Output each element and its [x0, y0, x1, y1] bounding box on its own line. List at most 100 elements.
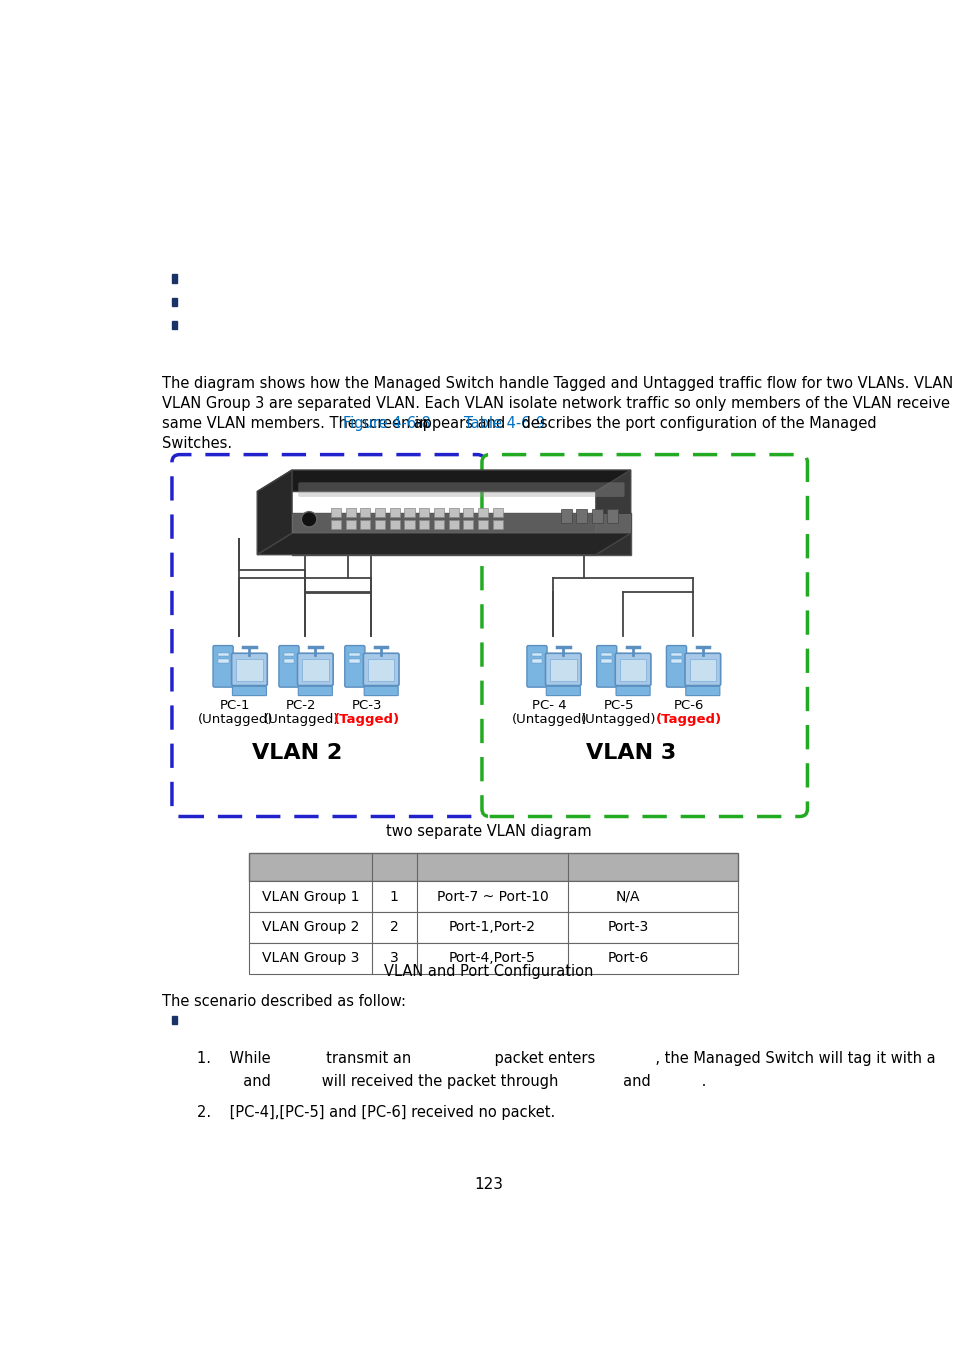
Circle shape	[301, 512, 316, 526]
Bar	[576, 509, 587, 524]
Bar	[531, 653, 542, 656]
Bar	[550, 659, 576, 680]
Text: The scenario described as follow:: The scenario described as follow:	[162, 994, 405, 1008]
FancyBboxPatch shape	[615, 653, 650, 686]
Bar	[670, 659, 681, 663]
Text: Port-4,Port-5: Port-4,Port-5	[449, 952, 536, 965]
Bar	[531, 659, 542, 663]
Bar	[345, 508, 355, 517]
Text: VLAN Group 3 are separated VLAN. Each VLAN isolate network traffic so only membe: VLAN Group 3 are separated VLAN. Each VL…	[162, 396, 953, 412]
Text: same VLAN members. The screen in: same VLAN members. The screen in	[162, 416, 433, 431]
FancyBboxPatch shape	[526, 645, 546, 687]
Text: VLAN 2: VLAN 2	[253, 744, 342, 763]
FancyBboxPatch shape	[297, 653, 333, 686]
Bar	[375, 520, 385, 529]
Bar	[434, 520, 443, 529]
Bar	[418, 508, 429, 517]
Bar	[292, 514, 630, 533]
Text: PC-2: PC-2	[286, 699, 316, 713]
Text: PC-1: PC-1	[220, 699, 251, 713]
Text: (Untagged): (Untagged)	[511, 713, 586, 726]
FancyBboxPatch shape	[481, 455, 806, 817]
Bar	[283, 653, 294, 656]
Text: Port-6: Port-6	[607, 952, 648, 965]
Text: and           will received the packet through              and           .: and will received the packet through and…	[196, 1075, 705, 1089]
Text: PC-5: PC-5	[603, 699, 634, 713]
Bar	[404, 508, 415, 517]
FancyBboxPatch shape	[363, 653, 398, 686]
Text: Port-7 ~ Port-10: Port-7 ~ Port-10	[436, 890, 548, 903]
Text: N/A: N/A	[615, 890, 639, 903]
Bar	[448, 520, 458, 529]
Bar	[360, 508, 370, 517]
Bar	[434, 508, 443, 517]
Bar	[689, 659, 716, 680]
Bar	[217, 653, 229, 656]
Bar	[619, 659, 645, 680]
Bar	[375, 508, 385, 517]
FancyBboxPatch shape	[616, 686, 649, 695]
FancyBboxPatch shape	[344, 645, 365, 687]
Bar	[292, 513, 630, 555]
Bar	[236, 659, 262, 680]
Text: VLAN Group 2: VLAN Group 2	[262, 921, 359, 934]
Text: (Untagged): (Untagged)	[197, 713, 273, 726]
Bar	[592, 509, 602, 524]
Bar	[368, 659, 394, 680]
Polygon shape	[596, 470, 630, 555]
FancyBboxPatch shape	[666, 645, 686, 687]
Bar	[360, 520, 370, 529]
Text: 2: 2	[390, 921, 398, 934]
Polygon shape	[257, 470, 292, 555]
Bar	[331, 520, 340, 529]
Text: Port-3: Port-3	[607, 921, 648, 934]
Bar	[172, 320, 177, 329]
Bar	[600, 659, 612, 663]
Bar	[283, 659, 294, 663]
Text: 1: 1	[390, 890, 398, 903]
Bar	[249, 882, 737, 913]
Text: (Tagged): (Tagged)	[655, 713, 721, 726]
Bar	[249, 942, 737, 973]
Text: 2.    [PC-4],[PC-5] and [PC-6] received no packet.: 2. [PC-4],[PC-5] and [PC-6] received no …	[196, 1106, 555, 1120]
Text: The diagram shows how the Managed Switch handle Tagged and Untagged traffic flow: The diagram shows how the Managed Switch…	[162, 377, 953, 392]
Text: describes the port configuration of the Managed: describes the port configuration of the …	[517, 416, 876, 431]
Bar	[418, 520, 429, 529]
FancyBboxPatch shape	[298, 686, 332, 695]
Text: VLAN Group 1: VLAN Group 1	[262, 890, 359, 903]
Bar	[670, 653, 681, 656]
Text: 1.    While            transmit an                  packet enters             , : 1. While transmit an packet enters ,	[196, 1052, 953, 1066]
Text: PC-6: PC-6	[673, 699, 703, 713]
FancyBboxPatch shape	[596, 645, 617, 687]
Bar	[249, 913, 737, 942]
Bar	[560, 509, 571, 524]
Text: 123: 123	[474, 1177, 503, 1192]
Bar	[493, 520, 502, 529]
Bar	[345, 520, 355, 529]
Text: PC- 4: PC- 4	[532, 699, 566, 713]
FancyBboxPatch shape	[172, 455, 484, 817]
Bar	[172, 297, 177, 306]
Text: appears and: appears and	[409, 416, 510, 431]
Text: Figure 4-6-8: Figure 4-6-8	[343, 416, 431, 431]
Bar	[477, 520, 488, 529]
Polygon shape	[257, 533, 630, 555]
Text: two separate VLAN diagram: two separate VLAN diagram	[386, 825, 591, 840]
FancyBboxPatch shape	[546, 686, 579, 695]
FancyBboxPatch shape	[233, 686, 266, 695]
Bar	[600, 653, 612, 656]
Text: VLAN and Port Configuration: VLAN and Port Configuration	[384, 964, 593, 979]
Bar	[404, 520, 415, 529]
Bar	[217, 659, 229, 663]
FancyBboxPatch shape	[213, 645, 233, 687]
FancyBboxPatch shape	[278, 645, 298, 687]
Bar	[172, 1017, 177, 1025]
Text: VLAN Group 3: VLAN Group 3	[262, 952, 359, 965]
FancyBboxPatch shape	[685, 686, 720, 695]
Polygon shape	[257, 470, 630, 491]
FancyBboxPatch shape	[232, 653, 267, 686]
Bar	[448, 508, 458, 517]
Text: PC-3: PC-3	[352, 699, 382, 713]
Bar	[463, 520, 473, 529]
FancyBboxPatch shape	[364, 686, 397, 695]
